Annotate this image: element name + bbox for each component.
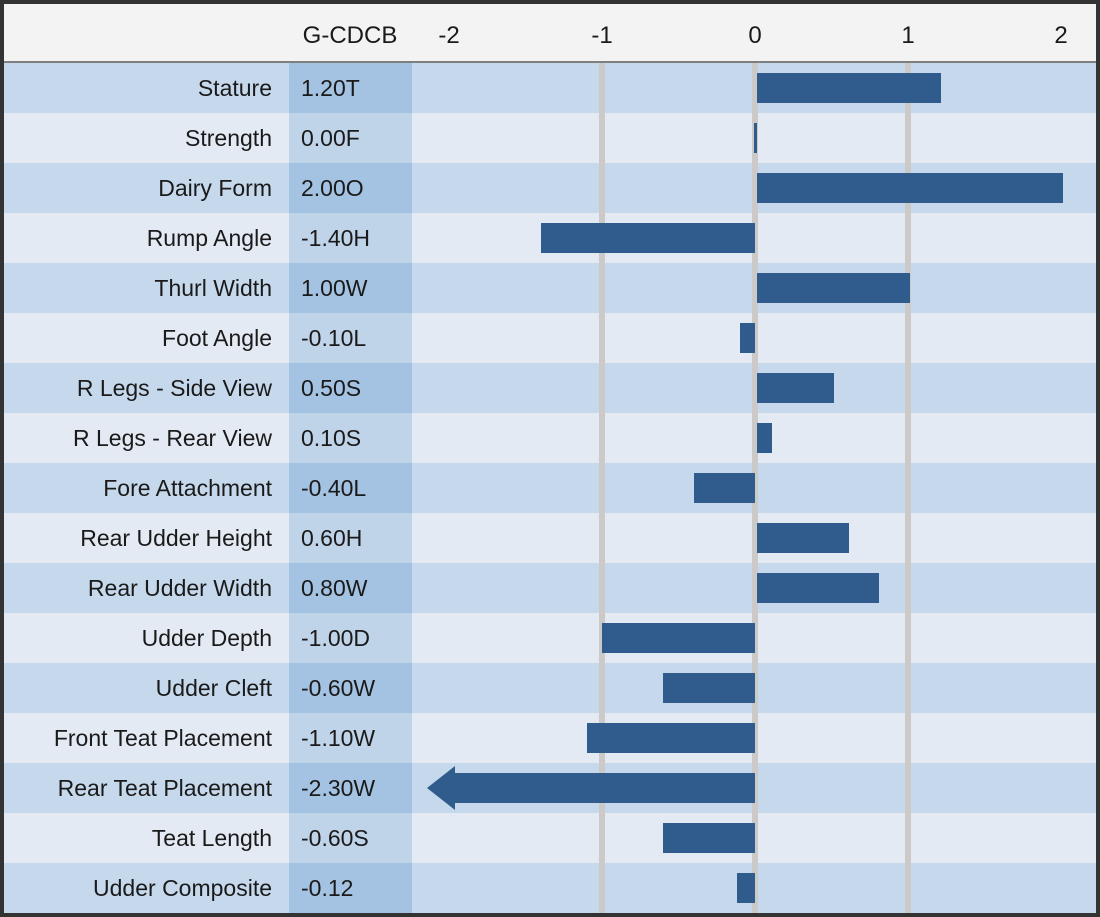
trait-label: Fore Attachment [103,474,272,501]
table-row: Rear Udder Height 0.60H [4,513,1096,563]
trait-bar [757,573,879,603]
trait-label: Dairy Form [158,174,272,201]
trait-label: Stature [197,74,272,101]
gridline [599,63,605,913]
trait-value: 0.10S [289,413,412,463]
table-row: Thurl Width 1.00W [4,263,1096,313]
trait-bar [663,823,755,853]
trait-bar [757,73,941,103]
table-row: Udder Cleft -0.60W [4,663,1096,713]
trait-bar [757,273,910,303]
trait-bar [455,773,755,803]
table-row: Stature 1.20T [4,63,1096,113]
trait-value: 0.80W [289,563,412,613]
trait-bar [740,323,755,353]
trait-label: R Legs - Rear View [73,424,272,451]
trait-label: Strength [185,124,272,151]
trait-bar [663,673,755,703]
trait-label: Teat Length [151,824,272,851]
trait-value: 0.50S [289,363,412,413]
clipped-bar-arrow-icon [427,766,455,810]
table-row: Rear Udder Width 0.80W [4,563,1096,613]
table-row: Udder Composite -0.12 [4,863,1096,913]
trait-value: -2.30W [289,763,412,813]
trait-label: Rear Teat Placement [57,774,272,801]
trait-bar [737,873,755,903]
table-row: R Legs - Rear View 0.10S [4,413,1096,463]
trait-label: Rump Angle [146,224,272,251]
trait-label: Thurl Width [154,274,272,301]
trait-value: -0.60S [289,813,412,863]
trait-value: 2.00O [289,163,412,213]
table-row: Foot Angle -0.10L [4,313,1096,363]
table-row: Front Teat Placement -1.10W [4,713,1096,763]
table-row: Fore Attachment -0.40L [4,463,1096,513]
trait-bar [541,223,755,253]
trait-bar [754,123,757,153]
trait-label: Rear Udder Height [80,524,272,551]
trait-label: Foot Angle [162,324,272,351]
axis-tick-label: 0 [748,22,762,49]
trait-bar [757,423,772,453]
trait-value: -0.60W [289,663,412,713]
trait-bar [587,723,755,753]
trait-value: 0.60H [289,513,412,563]
table-row: Rear Teat Placement -2.30W [4,763,1096,813]
trait-label: R Legs - Side View [76,374,272,401]
trait-bar [757,373,834,403]
value-column-header: G-CDCB [302,22,398,49]
trait-value: 1.20T [289,63,412,113]
table-row: Strength 0.00F [4,113,1096,163]
trait-value: -1.40H [289,213,412,263]
gridline [752,63,758,913]
trait-label: Udder Cleft [155,674,272,701]
trait-value: -0.40L [289,463,412,513]
trait-bar [694,473,755,503]
chart-header: G-CDCB -2 -1 0 1 2 [4,4,1096,63]
trait-label: Front Teat Placement [53,724,272,751]
table-row: Udder Depth -1.00D [4,613,1096,663]
table-row: Teat Length -0.60S [4,813,1096,863]
trait-value: 0.00F [289,113,412,163]
trait-value: -0.10L [289,313,412,363]
trait-label: Udder Composite [93,874,272,901]
chart-rows: Stature 1.20T Strength 0.00F Dairy Form 2.00O… [4,63,1096,913]
trait-bar [602,623,755,653]
axis-tick-label: -2 [438,22,460,49]
axis-tick-label: 2 [1054,22,1068,49]
trait-bar [757,523,849,553]
table-row: Dairy Form 2.00O [4,163,1096,213]
table-row: Rump Angle -1.40H [4,213,1096,263]
gridline [905,63,911,913]
trait-value: -1.00D [289,613,412,663]
axis-tick-label: 1 [901,22,915,49]
trait-label: Udder Depth [141,624,272,651]
table-row: R Legs - Side View 0.50S [4,363,1096,413]
trait-value: -0.12 [289,863,412,913]
axis-tick-label: -1 [591,22,613,49]
trait-label: Rear Udder Width [87,574,272,601]
trait-value: -1.10W [289,713,412,763]
trait-bar [757,173,1063,203]
trait-value: 1.00W [289,263,412,313]
